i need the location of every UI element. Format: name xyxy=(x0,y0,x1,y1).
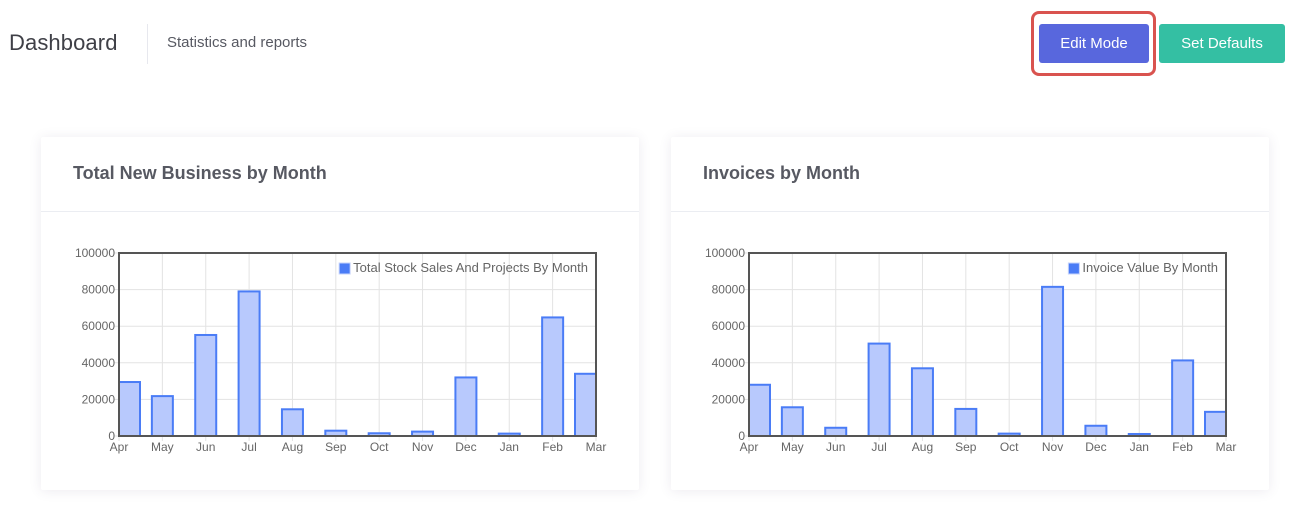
x-tick-label: Jun xyxy=(826,440,845,454)
y-tick-label: 0 xyxy=(108,429,115,443)
bar-apr xyxy=(118,381,141,437)
y-tick-label: 40000 xyxy=(82,356,116,370)
bar-jul xyxy=(237,290,261,438)
y-tick-label: 20000 xyxy=(712,392,746,406)
x-tick-label: Feb xyxy=(1172,440,1193,454)
page-subtitle: Statistics and reports xyxy=(167,34,308,51)
x-tick-label: Nov xyxy=(1042,440,1063,454)
x-tick-label: Jul xyxy=(241,440,256,454)
bar-apr xyxy=(748,383,771,437)
page-title: Dashboard xyxy=(9,30,118,55)
bar-mar xyxy=(574,372,597,437)
card-header: Total New Business by Month xyxy=(41,137,639,212)
x-tick-label: Jan xyxy=(500,440,519,454)
x-tick-label: Sep xyxy=(955,440,977,454)
x-tick-label: May xyxy=(151,440,174,454)
x-tick-label: Sep xyxy=(325,440,347,454)
x-tick-label: Mar xyxy=(1216,440,1237,454)
y-tick-label: 80000 xyxy=(82,283,116,297)
edit-mode-button[interactable]: Edit Mode xyxy=(1039,24,1149,63)
x-tick-label: Oct xyxy=(1000,440,1019,454)
x-tick-label: Feb xyxy=(542,440,563,454)
bar-dec xyxy=(454,376,478,438)
card-title: Invoices by Month xyxy=(703,163,861,183)
bar-may xyxy=(780,406,804,437)
set-defaults-button[interactable]: Set Defaults xyxy=(1159,24,1285,63)
plot-border xyxy=(118,252,597,437)
y-tick-label: 40000 xyxy=(712,356,746,370)
bar-feb xyxy=(1171,359,1195,438)
x-tick-label: Jun xyxy=(196,440,215,454)
bar-mar xyxy=(1204,410,1227,437)
bar-jul xyxy=(867,342,891,438)
page-header: Dashboard Statistics and reports Edit Mo… xyxy=(0,0,1305,88)
y-tick-label: 100000 xyxy=(705,246,745,260)
x-tick-label: Nov xyxy=(412,440,433,454)
x-tick-label: Apr xyxy=(110,440,129,454)
invoices-card: Invoices by Month 0 20000 40000 60000 80000 1… xyxy=(671,137,1269,490)
x-tick-label: Apr xyxy=(740,440,759,454)
legend-label: Total Stock Sales And Projects By Month xyxy=(353,260,588,275)
x-tick-label: Dec xyxy=(455,440,476,454)
x-tick-label: Aug xyxy=(912,440,933,454)
x-tick-label: Aug xyxy=(282,440,303,454)
bar-sep xyxy=(954,407,978,437)
bar-jun xyxy=(824,426,848,437)
x-tick-label: Oct xyxy=(370,440,389,454)
total-new-business-chart: 0 20000 40000 60000 80000 100000 Apr May Jun Jul A… xyxy=(75,246,607,454)
card-header: Invoices by Month xyxy=(671,137,1269,212)
bar-aug xyxy=(910,367,934,437)
y-tick-label: 60000 xyxy=(712,319,746,333)
edit-mode-highlight xyxy=(1031,11,1156,76)
x-tick-label: May xyxy=(781,440,804,454)
legend-swatch xyxy=(338,262,351,275)
total-new-business-card: Total New Business by Month 0 20000 40000 6… xyxy=(41,137,639,490)
x-tick-label: Mar xyxy=(586,440,607,454)
x-tick-label: Jul xyxy=(871,440,886,454)
bar-dec xyxy=(1084,424,1108,437)
bar-may xyxy=(150,395,174,438)
x-tick-label: Dec xyxy=(1085,440,1106,454)
y-tick-label: 60000 xyxy=(82,319,116,333)
header-divider xyxy=(147,24,148,64)
legend-swatch xyxy=(1067,262,1080,275)
invoices-chart: 0 20000 40000 60000 80000 100000 Apr May Jun Jul A… xyxy=(705,246,1237,454)
y-tick-label: 80000 xyxy=(712,283,746,297)
y-tick-label: 20000 xyxy=(82,392,116,406)
y-tick-label: 100000 xyxy=(75,246,115,260)
x-tick-label: Jan xyxy=(1130,440,1149,454)
bar-nov xyxy=(1041,285,1065,438)
legend-label: Invoice Value By Month xyxy=(1082,260,1218,275)
card-title: Total New Business by Month xyxy=(73,163,327,183)
bar-aug xyxy=(280,408,304,437)
bar-jun xyxy=(194,333,218,437)
bar-feb xyxy=(541,316,565,437)
y-tick-label: 0 xyxy=(738,429,745,443)
plot-border xyxy=(748,252,1227,437)
